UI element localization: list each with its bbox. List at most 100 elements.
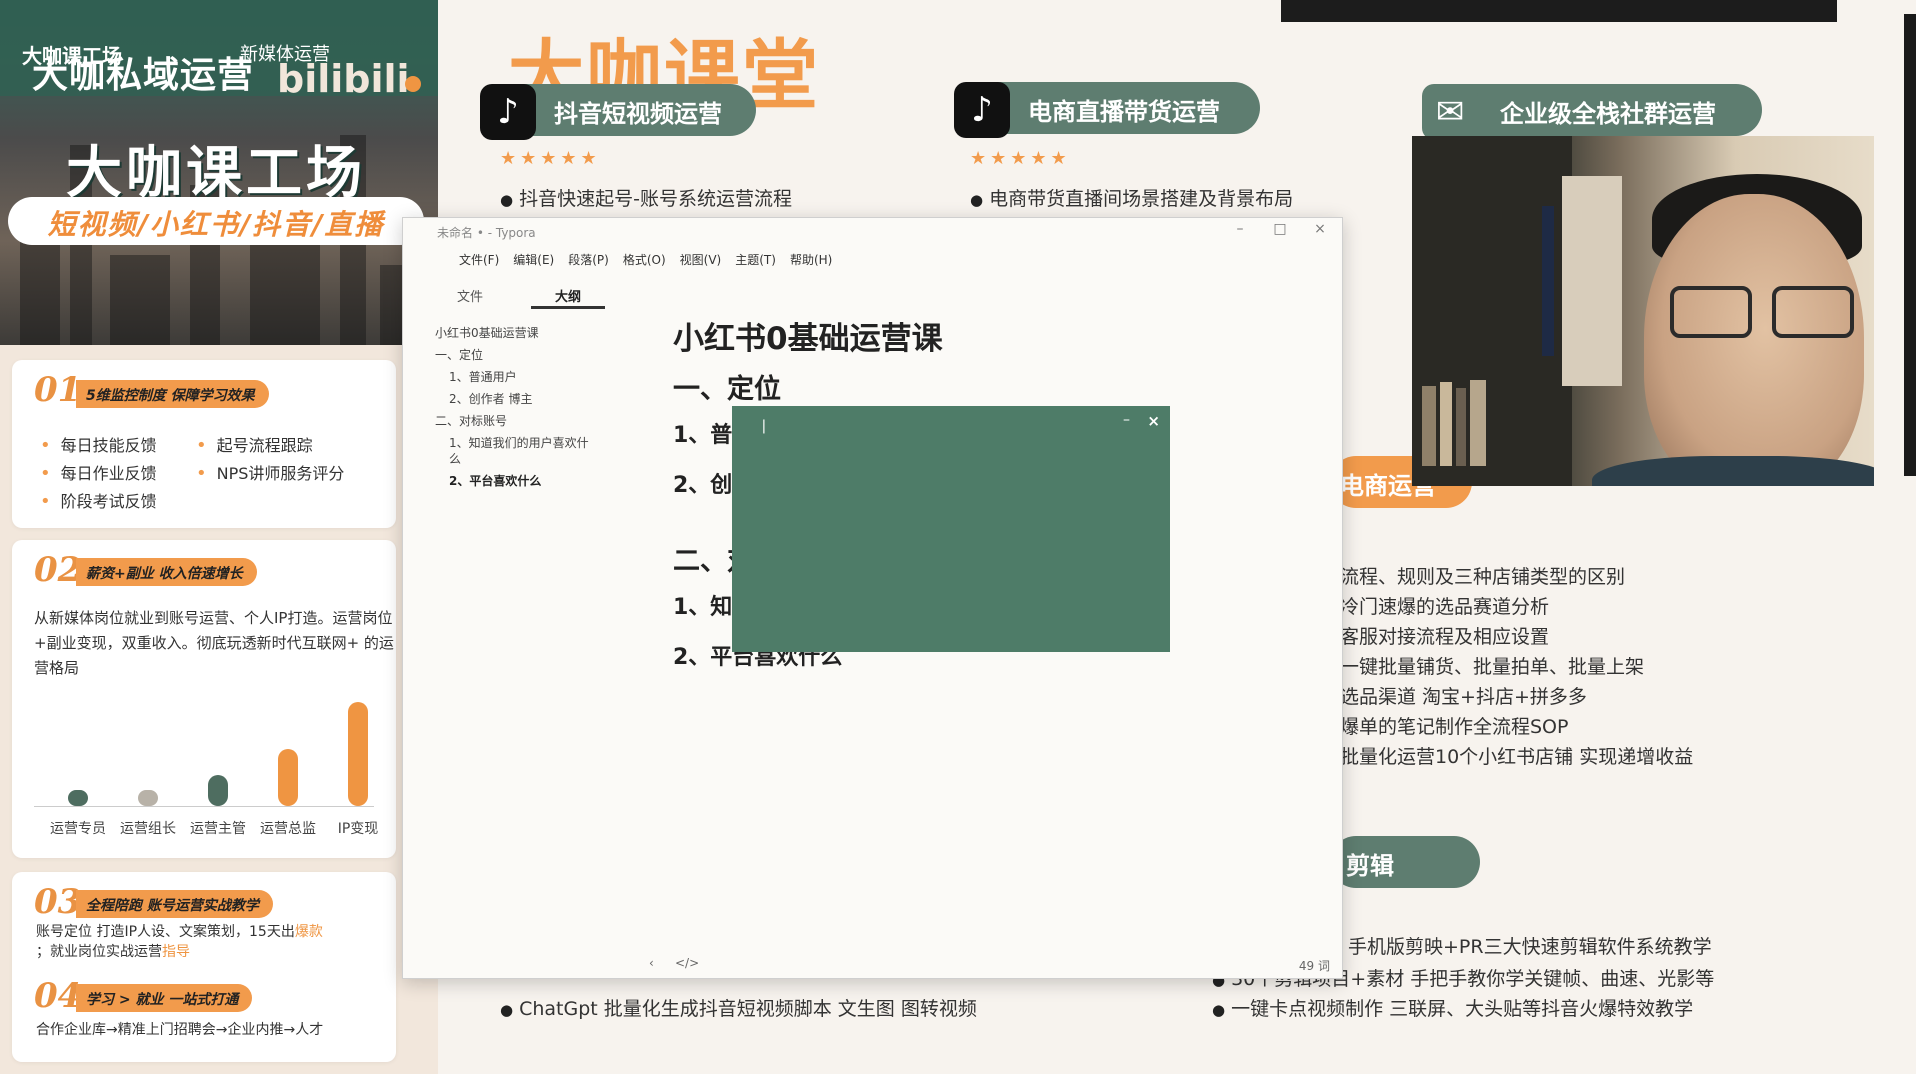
menu-theme[interactable]: 主题(T) [735, 252, 776, 267]
channel-head-douyin: ♪ 抖音短视频运营 [480, 84, 756, 140]
chart-baseline [34, 806, 374, 807]
menu-format[interactable]: 格式(O) [622, 252, 666, 267]
chart-bar [348, 702, 368, 806]
minimize-icon[interactable]: – [1236, 221, 1244, 237]
outline-item[interactable]: 1、普通用户 [449, 370, 517, 384]
menu-help[interactable]: 帮助(H) [789, 252, 833, 267]
channel-title: 企业级全栈社群运营 [1500, 100, 1716, 128]
outline-item[interactable]: 小红书0基础运营课 [435, 326, 539, 340]
title-bar[interactable]: 未命名 • - Typora – □ × [403, 218, 1342, 246]
chart-bar [68, 790, 88, 806]
section-02-card: 02 薪资+副业 收入倍速增长 从新媒体岗位就业到账号运营、个人IP打造。运营岗… [12, 540, 396, 858]
status-bar: ‹ </> 49 词 [403, 952, 1342, 978]
channel-head-ecom-live: ♪ 电商直播带货运营 [954, 82, 1260, 138]
banner-pill-text: 短视频/小红书/抖音/直播 [47, 208, 385, 241]
channel-line: 抖音快速起号-账号系统运营流程 [500, 184, 792, 211]
banner-sub-title: 大咖课工场 [22, 44, 122, 68]
doc-h3: 1、普 [673, 423, 733, 448]
source-mode-icon[interactable]: </> [675, 956, 700, 970]
channel-line: 电商带货直播间场景搭建及背景布局 [970, 184, 1293, 211]
section-head-edit: 剪辑 [1330, 836, 1480, 888]
section-02-tag: 薪资+副业 收入倍速增长 [76, 558, 257, 586]
tiktok-icon: ♪ [480, 84, 536, 140]
sec3-highlight-2: 指导 [162, 944, 190, 960]
webcam-video [1412, 136, 1874, 486]
outline-item[interactable]: 2、创作者 博主 [449, 392, 533, 406]
edit-line: 30个剪辑项目+素材 手把手教你学关键帧、曲速、光影等 [1212, 964, 1714, 991]
sec1-item: 每日技能反馈 [40, 432, 157, 456]
maximize-icon[interactable]: □ [1273, 221, 1287, 237]
section-01-tag: 5维监控制度 保障学习效果 [76, 380, 269, 408]
outline-item[interactable]: 1、知道我们的用户喜欢什 [449, 436, 589, 450]
section-03-text: 账号定位 打造IP人设、文案策划，15天出爆款 ；就业岗位实战运营指导 [36, 922, 406, 962]
banner-pill: 短视频/小红书/抖音/直播 [8, 197, 424, 245]
section-04-tag: 学习 > 就业 一站式打通 [76, 984, 253, 1012]
bilibili-logo-text: bilibili [277, 57, 410, 100]
banner-media-label: 新媒体运营 [240, 44, 330, 65]
menu-bar: 文件(F) 编辑(E) 段落(P) 格式(O) 视图(V) 主题(T) 帮助(H… [403, 246, 1342, 272]
chart-category-label: IP变现 [337, 821, 379, 837]
ecom-line: 批量化运营10个小红书店铺 实现递增收益 [1340, 746, 1694, 768]
section-03-tag: 全程陪跑 账号运营实战教学 [76, 890, 273, 918]
banner-big-title: 大咖课工场 [66, 141, 366, 206]
sec1-item: 每日作业反馈 [40, 460, 157, 484]
ecom-line: 流程、规则及三种店铺类型的区别 [1340, 566, 1626, 588]
ecom-line: 选品渠道 淘宝+抖店+拼多多 [1340, 686, 1587, 708]
section-01-number: 01 [34, 370, 82, 410]
tab-outline[interactable]: 大纲 [555, 290, 582, 305]
promo-banner: 大咖课工场 大咖私域运营 新媒体运营 bilibili 大咖课工场 短视频/小红… [0, 0, 438, 345]
sidebar-tabs: 文件 大纲 [425, 280, 611, 309]
chart-category-label: 运营总监 [260, 821, 316, 837]
sec1-item: 起号流程跟踪 [196, 432, 313, 456]
doc-h3: 2、创 [673, 473, 733, 498]
chart-bar [208, 774, 228, 806]
outline-item[interactable]: 二、对标账号 [435, 414, 508, 428]
close-icon[interactable]: × [1314, 221, 1326, 237]
menu-edit[interactable]: 编辑(E) [513, 252, 555, 267]
window-title: 未命名 • - Typora [437, 226, 536, 240]
sec1-item: NPS讲师服务评分 [196, 460, 345, 484]
rating-stars: ★★★★★ [500, 148, 601, 169]
tab-files[interactable]: 文件 [457, 290, 484, 305]
edit-line: 手机版剪映+PR三大快速剪辑软件系统教学 [1348, 936, 1712, 958]
chart-bar [278, 748, 298, 806]
person-face [1644, 194, 1864, 486]
section-03-number: 03 [34, 882, 82, 922]
ecom-line: 一键批量铺货、批量拍单、批量上架 [1340, 656, 1645, 678]
word-count[interactable]: 49 词 [1298, 959, 1330, 973]
text-cursor-icon: ❘ [758, 418, 770, 434]
glasses-left-icon [1670, 286, 1752, 338]
tab-underline [531, 306, 605, 309]
doc-h3: 1、知 [673, 595, 733, 620]
section-02-paragraph: 从新媒体岗位就业到账号运营、个人IP打造。运营岗位+副业变现，双重收入。彻底玩透… [34, 609, 394, 677]
tiktok-icon: ♪ [954, 82, 1010, 138]
bilibili-logo-icon: bilibili [277, 57, 421, 100]
ecom-line: 客服对接流程及相应设置 [1340, 626, 1550, 648]
chart-category-label: 运营主管 [190, 821, 246, 837]
back-arrow-icon[interactable]: ‹ [649, 956, 654, 970]
popup-minimize-icon[interactable]: – [1123, 412, 1130, 428]
ecom-line: 爆单的笔记制作全流程SOP [1340, 716, 1569, 738]
chatgpt-line: ChatGpt 批量化生成抖音短视频脚本 文生图 图转视频 [500, 994, 977, 1021]
outline-item-active[interactable]: 2、平台喜欢什么 [449, 474, 542, 488]
banner-strip [0, 0, 438, 96]
popup-close-icon[interactable]: × [1147, 412, 1160, 430]
sec4-line: 合作企业库→精准上门招聘会→企业内推→人才 [36, 1022, 324, 1038]
menu-paragraph[interactable]: 段落(P) [568, 252, 609, 267]
sec3-highlight-1: 爆款 [294, 924, 323, 940]
banner-title: 大咖私域运营 [32, 54, 255, 96]
menu-view[interactable]: 视图(V) [679, 252, 722, 267]
left-promo-panel: 大咖课工场 大咖私域运营 新媒体运营 bilibili 大咖课工场 短视频/小红… [0, 0, 438, 1074]
channel-title: 抖音短视频运营 [554, 100, 722, 128]
sec3-line2: ；就业岗位实战运营 [36, 944, 162, 960]
overlay-popup[interactable]: ❘ – × [732, 406, 1170, 652]
section-03-card: 03 全程陪跑 账号运营实战教学 账号定位 打造IP人设、文案策划，15天出爆款… [12, 872, 396, 1062]
outline-item-wrap[interactable]: 么 [449, 452, 462, 466]
right-dark-edge [1904, 14, 1916, 476]
sidebar: 文件 大纲 小红书0基础运营课 一、定位 1、普通用户 2、创作者 博主 二、对… [403, 280, 611, 978]
menu-file[interactable]: 文件(F) [459, 252, 500, 267]
wechat-icon: ✉ [1422, 84, 1478, 140]
rating-stars: ★★★★★ [970, 148, 1071, 169]
outline-item[interactable]: 一、定位 [435, 348, 484, 362]
doc-h1: 小红书0基础运营课 [673, 321, 943, 357]
